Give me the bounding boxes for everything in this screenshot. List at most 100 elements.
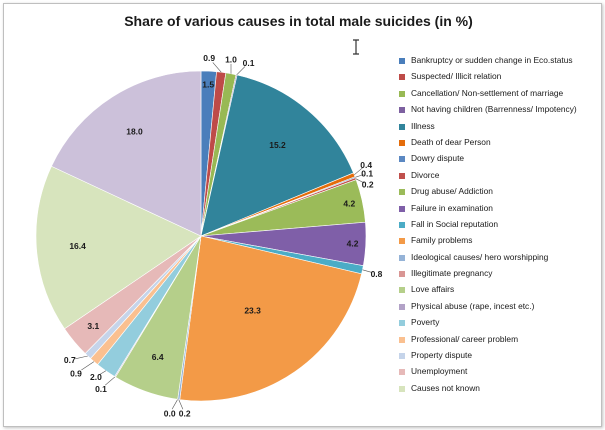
data-label: 1.0 <box>225 55 237 65</box>
leader-line <box>355 174 364 178</box>
legend-item: Fall in Social reputation <box>395 218 595 234</box>
legend-item: Drug abuse/ Addiction <box>395 185 595 201</box>
legend-item: Death of dear Person <box>395 136 595 152</box>
legend-label: Family problems <box>411 235 473 246</box>
leader-line <box>171 399 178 410</box>
legend-label: Fall in Social reputation <box>411 218 499 229</box>
legend-swatch <box>399 254 405 261</box>
data-label: 15.2 <box>269 140 286 150</box>
data-label: 0.0 <box>164 408 176 418</box>
data-label: 3.1 <box>87 321 99 331</box>
data-label: 0.9 <box>70 369 82 379</box>
legend-item: Love affairs <box>395 283 595 299</box>
legend-swatch <box>399 90 405 97</box>
leader-line <box>355 178 365 184</box>
legend-label: Death of dear Person <box>411 136 491 147</box>
legend-label: Illness <box>411 120 435 131</box>
legend-swatch <box>399 336 405 343</box>
legend-item: Physical abuse (rape, incest etc.) <box>395 300 595 316</box>
legend-swatch <box>399 123 405 130</box>
legend-item: Unemployment <box>395 365 595 381</box>
legend-swatch <box>399 238 405 245</box>
pie-slice <box>200 74 354 237</box>
legend-item: Dowry dispute <box>395 152 595 168</box>
legend-label: Divorce <box>411 169 440 180</box>
legend-label: Love affairs <box>411 284 455 295</box>
legend-item: Suspected/ Illicit relation <box>395 70 595 86</box>
legend-swatch <box>399 205 405 212</box>
data-label: 4.2 <box>343 199 355 209</box>
legend-item: Ideological causes/ hero worshipping <box>395 251 595 267</box>
legend-label: Causes not known <box>411 382 480 393</box>
legend-item: Professional/ career problem <box>395 333 595 349</box>
legend-label: Failure in examination <box>411 202 493 213</box>
legend-label: Cancellation/ Non-settlement of marriage <box>411 87 564 98</box>
legend-swatch <box>399 320 405 327</box>
leader-line <box>98 370 107 376</box>
pie-slice <box>35 165 202 330</box>
legend-label: Dowry dispute <box>411 153 465 164</box>
leader-line <box>354 167 363 176</box>
legend-item: Bankruptcy or sudden change in Eco.statu… <box>395 54 595 70</box>
legend-swatch <box>399 287 405 294</box>
legend-swatch <box>399 74 405 81</box>
legend-label: Drug abuse/ Addiction <box>411 186 493 197</box>
leader-line <box>105 376 116 386</box>
legend-label: Bankruptcy or sudden change in Eco.statu… <box>411 55 573 65</box>
leader-line <box>178 399 184 410</box>
legend-item: Poverty <box>395 316 595 332</box>
legend-swatch <box>399 107 405 114</box>
legend-swatch <box>399 58 405 64</box>
pie-slice <box>51 70 202 237</box>
data-label: 16.4 <box>69 241 86 251</box>
legend-item: Failure in examination <box>395 202 595 218</box>
legend-swatch <box>399 139 405 146</box>
legend-swatch <box>399 369 405 376</box>
legend-label: Illegitimate pregnancy <box>411 268 493 279</box>
legend-label: Ideological causes/ hero worshipping <box>411 251 549 262</box>
legend-swatch <box>399 271 405 278</box>
data-label: 4.2 <box>347 238 359 248</box>
pie-slice <box>179 235 362 402</box>
legend-label: Unemployment <box>411 366 468 377</box>
legend-item: Cancellation/ Non-settlement of marriage <box>395 87 595 103</box>
legend-swatch <box>399 353 405 360</box>
data-label: 0.1 <box>361 168 373 178</box>
legend-item: Divorce <box>395 169 595 185</box>
data-label: 0.7 <box>64 355 76 365</box>
leader-line <box>212 62 222 73</box>
legend-label: Property dispute <box>411 350 472 361</box>
legend-label: Suspected/ Illicit relation <box>411 71 502 82</box>
data-label: 0.8 <box>371 269 383 279</box>
leader-line <box>81 361 95 371</box>
legend-label: Not having children (Barrenness/ Impoten… <box>411 104 577 115</box>
chart-title: Share of various causes in total male su… <box>124 13 473 29</box>
leader-line <box>362 269 373 273</box>
legend-item: Illness <box>395 120 595 136</box>
data-label: 0.2 <box>362 180 374 190</box>
legend-item: Property dispute <box>395 349 595 365</box>
data-label: 23.3 <box>244 306 261 316</box>
data-label: 0.1 <box>95 384 107 394</box>
data-label: 0.2 <box>179 409 191 419</box>
data-label: 1.5 <box>202 79 214 89</box>
chart-legend: Bankruptcy or sudden change in Eco.statu… <box>395 54 595 398</box>
legend-label: Poverty <box>411 317 440 328</box>
legend-swatch <box>399 303 405 310</box>
legend-swatch <box>399 221 405 228</box>
legend-label: Professional/ career problem <box>411 333 519 344</box>
data-label: 0.1 <box>243 58 255 68</box>
legend-label: Physical abuse (rape, incest etc.) <box>411 300 535 311</box>
data-label: 18.0 <box>126 127 143 137</box>
leader-line <box>75 355 88 360</box>
legend-swatch <box>399 189 405 196</box>
data-label: 0.9 <box>203 53 215 63</box>
legend-swatch <box>399 385 405 392</box>
legend-item: Causes not known <box>395 382 595 398</box>
legend-item: Family problems <box>395 234 595 250</box>
leader-line <box>236 66 246 76</box>
text-cursor-icon <box>353 39 359 55</box>
legend-item: Not having children (Barrenness/ Impoten… <box>395 103 595 119</box>
legend-item: Illegitimate pregnancy <box>395 267 595 283</box>
